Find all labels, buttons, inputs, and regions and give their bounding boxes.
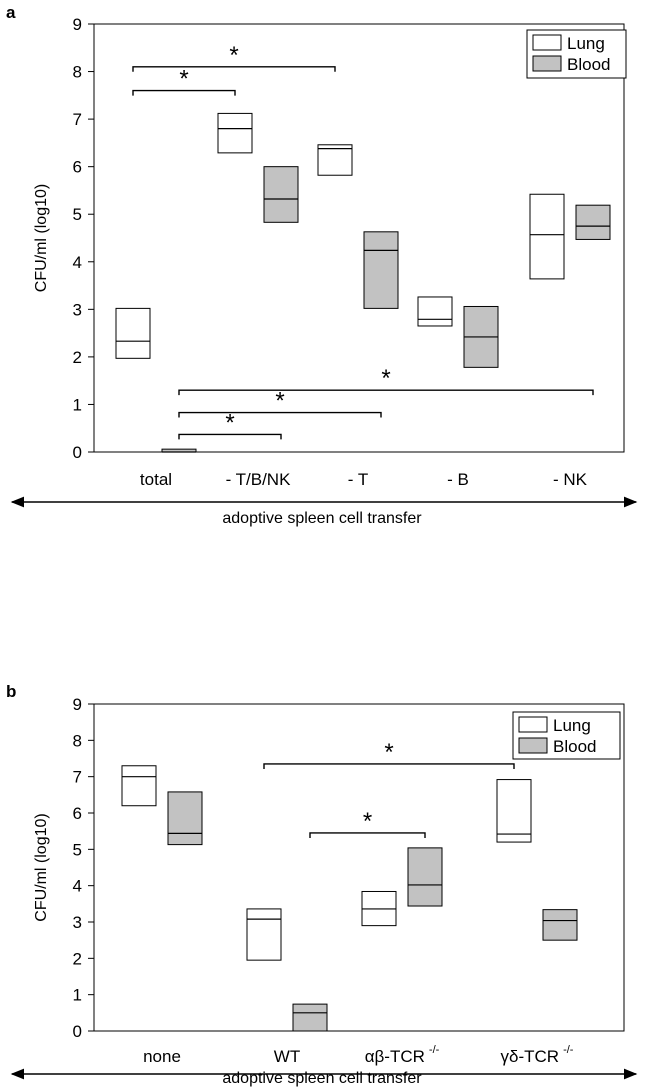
plot-frame xyxy=(93,23,625,453)
y-tick-label: 6 xyxy=(73,158,82,177)
y-tick-label: 7 xyxy=(73,110,82,129)
y-tick-label: 0 xyxy=(73,443,82,462)
x-tick-label: - B xyxy=(447,470,469,489)
blood-box xyxy=(292,1003,328,1032)
y-tick-label: 6 xyxy=(73,804,82,823)
legend-label-blood: Blood xyxy=(553,737,596,756)
significance-bracket xyxy=(309,832,426,838)
lung-box xyxy=(317,144,353,176)
significance-bracket xyxy=(132,89,236,96)
legend-label-lung: Lung xyxy=(553,716,591,735)
x-axis-label: adoptive spleen cell transfer xyxy=(222,1070,422,1087)
significance-star: * xyxy=(229,42,238,69)
y-tick-label: 5 xyxy=(73,840,82,859)
blood-box xyxy=(407,847,443,907)
plot-frame xyxy=(93,703,625,1032)
y-tick-label: 7 xyxy=(73,768,82,787)
x-tick-label: - NK xyxy=(553,470,588,489)
y-tick-label: 4 xyxy=(73,253,82,272)
lung-box xyxy=(246,908,282,961)
y-axis-label: CFU/ml (log10) xyxy=(33,184,50,292)
lung-box xyxy=(496,779,532,843)
y-tick-label: 9 xyxy=(73,695,82,714)
y-tick-label: 3 xyxy=(73,913,82,932)
significance-bracket xyxy=(178,389,594,396)
lung-box xyxy=(121,765,157,807)
legend-label-lung: Lung xyxy=(567,34,605,53)
significance-bracket xyxy=(263,763,515,769)
y-tick-label: 5 xyxy=(73,205,82,224)
panel-label: a xyxy=(6,3,16,22)
y-tick-label: 2 xyxy=(73,348,82,367)
y-tick-label: 3 xyxy=(73,300,82,319)
x-tick-label: - T xyxy=(348,470,368,489)
y-tick-label: 2 xyxy=(73,949,82,968)
y-tick-label: 1 xyxy=(73,986,82,1005)
lung-box xyxy=(529,193,565,280)
x-tick-label: - T/B/NK xyxy=(226,470,292,489)
significance-bracket xyxy=(178,433,282,440)
significance-star: * xyxy=(179,66,188,93)
panel-b: b 0 1 2 3 4 5 6 7 8 9 CFU/ml (log10) none WT αβ-TCR -/-… xyxy=(6,682,638,1087)
blood-box xyxy=(363,231,399,309)
y-axis-label: CFU/ml (log10) xyxy=(33,813,50,921)
legend-swatch-blood xyxy=(518,737,548,754)
x-tick-label: αβ-TCR -/- xyxy=(365,1044,440,1066)
x-tick-label: total xyxy=(140,470,172,489)
significance-bracket xyxy=(178,411,382,418)
panel-label: b xyxy=(6,682,16,701)
y-tick-label: 0 xyxy=(73,1022,82,1041)
significance-bracket xyxy=(132,66,336,72)
y-tick-label: 8 xyxy=(73,63,82,82)
significance-star: * xyxy=(384,739,393,766)
x-tick-label: WT xyxy=(274,1047,300,1066)
legend-swatch-blood xyxy=(532,55,562,72)
legend-swatch-lung xyxy=(532,34,562,51)
significance-star: * xyxy=(225,409,234,436)
x-axis-label: adoptive spleen cell transfer xyxy=(222,510,422,527)
significance-star: * xyxy=(275,388,284,415)
panel-a: a 0 1 2 3 4 5 6 7 8 9 CFU/ml (log10) total - T/B/NK - … xyxy=(6,3,638,527)
blood-box xyxy=(263,166,299,223)
legend-swatch-lung xyxy=(518,716,548,733)
significance-star: * xyxy=(381,365,390,392)
blood-box xyxy=(575,204,611,240)
y-tick-label: 8 xyxy=(73,731,82,750)
significance-star: * xyxy=(363,808,372,835)
blood-box xyxy=(542,909,578,941)
y-tick-label: 4 xyxy=(73,877,82,896)
lung-box xyxy=(217,112,253,154)
y-tick-label: 9 xyxy=(73,15,82,34)
x-tick-label: none xyxy=(143,1047,181,1066)
legend-label-blood: Blood xyxy=(567,55,610,74)
lung-box xyxy=(115,307,151,359)
y-tick-label: 1 xyxy=(73,395,82,414)
x-tick-label: γδ-TCR -/- xyxy=(501,1044,574,1066)
lung-box xyxy=(417,296,453,327)
blood-box xyxy=(167,791,203,846)
